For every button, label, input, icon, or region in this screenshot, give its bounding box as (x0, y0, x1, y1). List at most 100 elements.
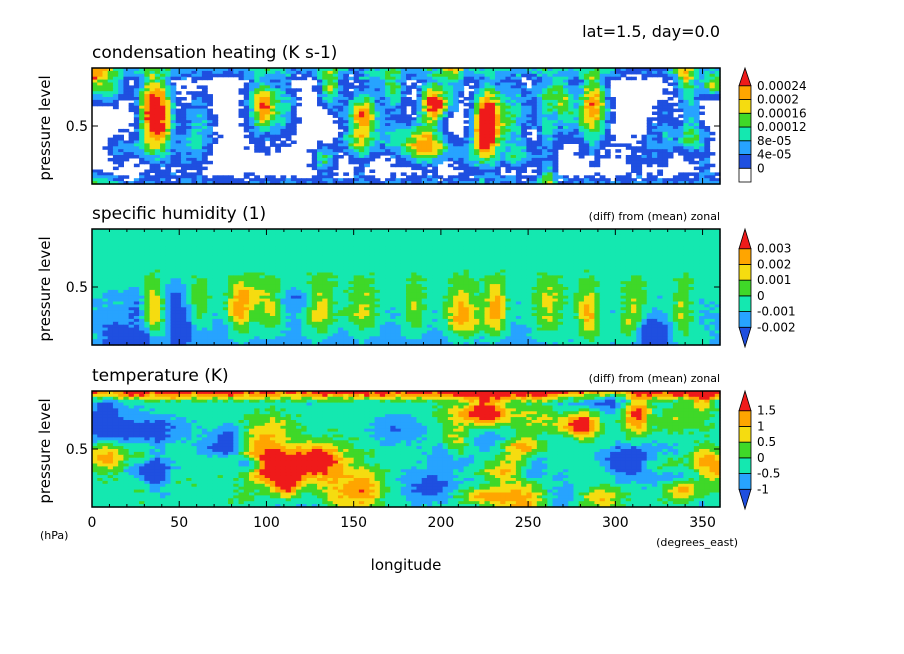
heatmap-cell (510, 166, 517, 171)
heatmap-cell (510, 91, 517, 95)
heatmap-cell (651, 117, 658, 121)
heatmap-cell (714, 79, 721, 84)
heatmap-cell (379, 88, 386, 92)
heatmap-cell (400, 102, 407, 107)
heatmap-cell (432, 99, 438, 104)
heatmap-cell (699, 91, 705, 95)
heatmap-cell (547, 102, 554, 107)
colorbar-swatch (738, 126, 752, 142)
heatmap-cell (500, 102, 507, 107)
heatmap-cell (191, 70, 198, 75)
heatmap-cell (353, 68, 360, 72)
heatmap-cell (563, 102, 569, 107)
heatmap-cell (557, 70, 564, 75)
heatmap-cell (332, 73, 339, 78)
heatmap-cell (337, 88, 344, 92)
heatmap-cell (97, 88, 104, 92)
heatmap-cell (526, 91, 533, 95)
heatmap-cell (374, 82, 381, 86)
heatmap-cell (306, 70, 313, 75)
heatmap-cell (92, 76, 98, 81)
heatmap-cell (280, 70, 287, 75)
heatmap-cell (400, 70, 407, 75)
heatmap-cell (604, 88, 611, 92)
heatmap-cell (107, 152, 114, 156)
heatmap-cell (458, 85, 465, 89)
heatmap-cell (317, 99, 323, 104)
heatmap-cell (128, 91, 135, 95)
colorbar-swatch (738, 154, 752, 169)
heatmap-cell (400, 105, 407, 110)
heatmap-cell (212, 131, 219, 136)
heatmap-cell (275, 91, 281, 95)
heatmap-cell (589, 94, 595, 98)
heatmap-cell (317, 73, 323, 78)
heatmap-cell (646, 68, 653, 72)
heatmap-cell (542, 85, 548, 89)
heatmap-cell (515, 99, 522, 104)
heatmap-cell (353, 79, 360, 84)
panel-1: condensation heating (K s-1)0.5pressure … (36, 43, 807, 185)
heatmap-cell (604, 94, 611, 98)
heatmap-cell (374, 73, 381, 78)
heatmap-cell (180, 85, 187, 89)
heatmap-cell (693, 88, 700, 92)
heatmap-cell (170, 73, 177, 78)
heatmap-cell (714, 94, 721, 98)
heatmap-cell (149, 79, 156, 84)
heatmap-cell (447, 91, 454, 95)
heatmap-cell (285, 91, 292, 95)
heatmap-cell (631, 169, 637, 173)
heatmap-cell (557, 73, 564, 78)
heatmap-cell (447, 85, 454, 89)
heatmap-cell (275, 82, 281, 86)
heatmap-cell (437, 70, 444, 75)
heatmap-cell (327, 76, 334, 81)
heatmap-cell (688, 85, 695, 89)
heatmap-cell (421, 102, 428, 107)
heatmap-cell (311, 76, 318, 81)
heatmap-cell (390, 91, 397, 95)
heatmap-cell (416, 91, 423, 95)
heatmap-cell (139, 105, 145, 110)
heatmap-cell (280, 102, 287, 107)
heatmap-cell (678, 79, 684, 84)
heatmap-cell (395, 70, 402, 75)
heatmap-cell (358, 76, 365, 81)
heatmap-cell (536, 91, 543, 95)
heatmap-cell (191, 73, 198, 78)
heatmap-cell (704, 88, 711, 92)
heatmap-cell (442, 99, 449, 104)
heatmap-cell (102, 76, 109, 81)
heatmap-cell (254, 73, 261, 78)
heatmap-cell (479, 102, 486, 107)
heatmap-cell (264, 79, 271, 84)
heatmap-cell (494, 76, 501, 81)
heatmap-cell (672, 91, 679, 95)
heatmap-cell (515, 102, 522, 107)
heatmap-cell (332, 88, 339, 92)
heatmap-cell (395, 102, 402, 107)
heatmap-cell (364, 97, 370, 101)
heatmap-cell (510, 76, 517, 81)
heatmap-cell (474, 97, 480, 101)
heatmap-cell (494, 94, 501, 98)
heatmap-cell (489, 76, 496, 81)
heatmap-cell (589, 97, 595, 101)
heatmap-cell (238, 114, 245, 118)
heatmap-cell (327, 111, 334, 115)
heatmap-cell (264, 91, 271, 95)
heatmap-cell (128, 94, 135, 98)
heatmap-cell (563, 68, 569, 72)
heatmap-cell (714, 97, 721, 101)
heatmap-cell (180, 102, 187, 107)
heatmap-cell (683, 68, 690, 72)
heatmap-cell (144, 97, 151, 101)
heatmap-cell (552, 76, 559, 81)
heatmap-cell (332, 82, 339, 86)
heatmap-cell (170, 76, 177, 81)
heatmap-cell (500, 76, 507, 81)
heatmap-cell (364, 163, 370, 168)
heatmap-cell (500, 91, 507, 95)
